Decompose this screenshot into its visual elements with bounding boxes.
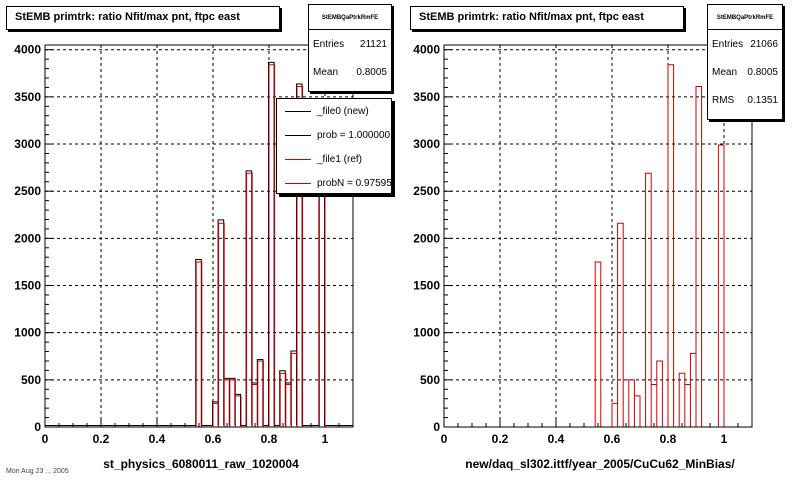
- left-entries-value: 21121: [359, 38, 387, 50]
- histogram-bin: [612, 403, 618, 427]
- histogram-bin: [651, 385, 657, 427]
- y-tick-label: 3500: [413, 90, 440, 104]
- left-histogram-panel: 0 0.2 0.4 0.6 0.8 1 0 500 1000 1500 2000 2500 3000 35…: [14, 43, 354, 471]
- legend-item-file1: _file1 (ref): [277, 147, 391, 171]
- x-tick-label: 0.2: [492, 432, 509, 446]
- y-tick-label: 3000: [413, 137, 440, 151]
- right-stats-header: StEMBQaPtrkRmFE: [708, 5, 782, 30]
- y-tick-label: 4000: [14, 43, 41, 57]
- y-tick-label: 500: [420, 373, 440, 387]
- y-tick-label: 2500: [14, 184, 41, 198]
- histogram-bin: [634, 396, 640, 427]
- histogram-series-0: [444, 64, 752, 428]
- left-mean-value: 0.8005: [356, 66, 387, 78]
- x-tick-label: 0: [441, 432, 448, 446]
- left-title: StEMB primtrk: ratio Nfit/max pnt, ftpc …: [15, 11, 240, 23]
- plot-frame: [443, 44, 753, 428]
- x-tick-label: 0.8: [261, 432, 278, 446]
- left-entries-label: Entries: [313, 38, 345, 50]
- legend-swatch-probn: [285, 182, 311, 184]
- x-tick-label: 0.4: [149, 432, 166, 446]
- legend-label-prob: prob = 1.000000: [317, 129, 391, 141]
- x-tick-label: 0: [42, 432, 49, 446]
- histogram-bin: [657, 361, 663, 427]
- y-tick-label: 1500: [14, 279, 41, 293]
- footer-text: Mon Aug 23 ... 2005: [6, 468, 69, 475]
- left-stats-mean: Mean 0.8005: [309, 58, 391, 86]
- histogram-bin: [646, 173, 652, 427]
- x-axis-title: new/daq_sl302.ittf/year_2005/CuCu62_MinB…: [465, 457, 735, 471]
- y-tick-label: 500: [21, 373, 41, 387]
- y-tick-label: 2500: [413, 184, 440, 198]
- legend-swatch-file0: [285, 110, 311, 112]
- plot-frame: [44, 44, 354, 428]
- left-stats-header: StEMBQaPtrkRmFE: [309, 5, 391, 30]
- right-mean-value: 0.8005: [747, 66, 778, 78]
- right-title: StEMB primtrk: ratio Nfit/max pnt, ftpc …: [419, 11, 644, 23]
- right-histogram-panel: 0 0.2 0.4 0.6 0.8 1 0 500 1000 1500 2000 2500 3000 35…: [413, 43, 753, 471]
- right-entries-value: 21066: [750, 38, 778, 50]
- y-tick-label: 2000: [413, 231, 440, 245]
- right-mean-label: Mean: [712, 66, 738, 78]
- right-stats-mean: Mean 0.8005: [708, 58, 782, 86]
- x-tick-label: 0.6: [604, 432, 621, 446]
- x-tick-label: 1: [721, 432, 728, 446]
- y-tick-label: 0: [34, 420, 41, 434]
- histogram-bin: [679, 373, 685, 427]
- right-entries-label: Entries: [712, 38, 744, 50]
- y-tick-label: 3500: [14, 90, 41, 104]
- legend-label-probn: probN = 0.97595: [317, 177, 392, 189]
- histogram-bin: [618, 223, 624, 427]
- x-tick-label: 0.6: [205, 432, 222, 446]
- legend-swatch-file1: [285, 158, 311, 160]
- legend-item-probn: probN = 0.97595: [277, 171, 392, 193]
- x-tick-label: 0.4: [548, 432, 565, 446]
- y-tick-label: 1000: [14, 326, 41, 340]
- x-tick-label: 0.2: [93, 432, 110, 446]
- histogram-bin: [690, 353, 696, 427]
- x-axis-title: st_physics_6080011_raw_1020004: [103, 457, 299, 471]
- histogram-bin: [685, 385, 691, 427]
- y-tick-label: 4000: [413, 43, 440, 57]
- left-stats-entries: Entries 21121: [309, 30, 391, 58]
- legend-label-file1: _file1 (ref): [317, 153, 363, 165]
- histogram-bin: [668, 65, 674, 427]
- y-tick-label: 2000: [14, 231, 41, 245]
- right-stats-entries: Entries 21066: [708, 30, 782, 58]
- left-legend: _file0 (new) prob = 1.000000 _file1 (ref…: [276, 98, 392, 194]
- histogram-bin: [629, 380, 635, 427]
- y-tick-label: 0: [433, 420, 440, 434]
- y-tick-label: 1500: [413, 279, 440, 293]
- right-title-box: StEMB primtrk: ratio Nfit/max pnt, ftpc …: [410, 6, 684, 30]
- right-stats-rms: RMS 0.1351: [708, 86, 782, 114]
- legend-label-file0: _file0 (new): [317, 105, 369, 117]
- legend-item-prob: prob = 1.000000: [277, 123, 391, 147]
- left-stats-box: StEMBQaPtrkRmFE Entries 21121 Mean 0.800…: [308, 4, 392, 92]
- x-tick-label: 0.8: [660, 432, 677, 446]
- histogram-bin: [595, 262, 601, 427]
- left-title-box: StEMB primtrk: ratio Nfit/max pnt, ftpc …: [6, 6, 280, 30]
- legend-item-file0: _file0 (new): [277, 99, 391, 123]
- right-rms-value: 0.1351: [747, 94, 778, 106]
- right-stats-box: StEMBQaPtrkRmFE Entries 21066 Mean 0.800…: [707, 4, 783, 120]
- y-tick-label: 1000: [413, 326, 440, 340]
- x-tick-label: 1: [322, 432, 329, 446]
- right-rms-label: RMS: [712, 94, 735, 106]
- left-mean-label: Mean: [313, 66, 339, 78]
- y-tick-label: 3000: [14, 137, 41, 151]
- histogram-bin: [623, 380, 629, 427]
- legend-swatch-prob: [285, 134, 311, 136]
- histogram-bin: [696, 87, 702, 427]
